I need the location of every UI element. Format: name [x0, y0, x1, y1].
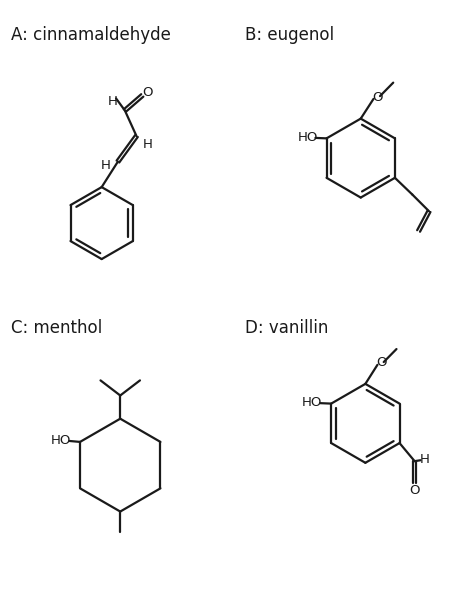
Text: B: eugenol: B: eugenol [245, 26, 334, 44]
Text: O: O [142, 86, 153, 99]
Text: D: vanillin: D: vanillin [245, 319, 328, 337]
Text: O: O [373, 91, 383, 104]
Text: C: menthol: C: menthol [11, 319, 102, 337]
Text: O: O [410, 484, 420, 497]
Text: H: H [108, 95, 118, 108]
Text: H: H [101, 159, 111, 172]
Text: HO: HO [302, 396, 322, 409]
Text: H: H [419, 453, 429, 466]
Text: O: O [376, 356, 387, 370]
Text: H: H [143, 137, 153, 151]
Text: A: cinnamaldehyde: A: cinnamaldehyde [11, 26, 171, 44]
Text: HO: HO [51, 434, 71, 446]
Text: HO: HO [297, 131, 318, 143]
